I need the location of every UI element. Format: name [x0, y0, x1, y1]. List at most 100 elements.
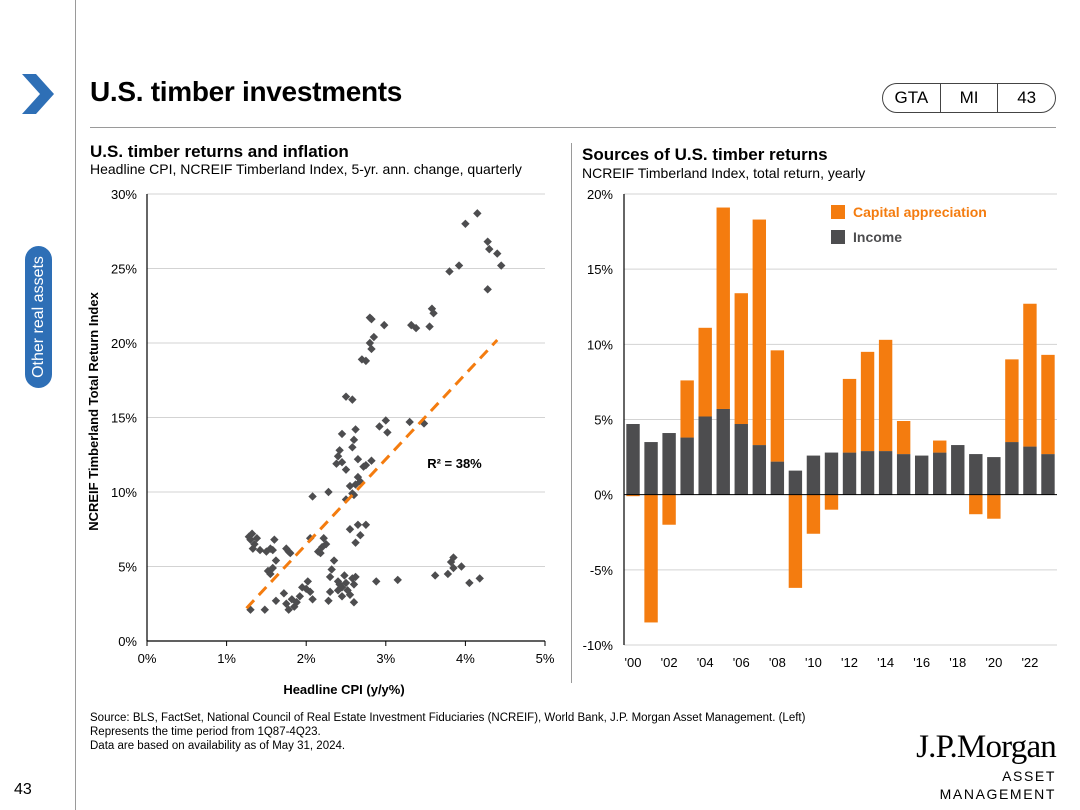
- scatter-point: [268, 563, 277, 573]
- capital-appreciation-bar: [896, 421, 911, 455]
- scatter-point: [270, 535, 279, 544]
- y-tick-label: 5%: [118, 560, 137, 575]
- scatter-point: [356, 531, 365, 540]
- scatter-point: [305, 587, 315, 597]
- scatter-point: [425, 322, 434, 331]
- capital-appreciation-bar: [933, 440, 947, 453]
- scatter-point: [255, 545, 265, 555]
- capital-appreciation-bar: [788, 494, 803, 588]
- y-tick-label: 15%: [587, 262, 613, 277]
- scatter-point: [316, 548, 325, 558]
- y-tick-label: -5%: [590, 563, 614, 578]
- y-tick-label: 0%: [118, 634, 137, 649]
- x-tick-label: 5%: [536, 651, 555, 666]
- capital-appreciation-bar: [987, 494, 1001, 519]
- scatter-point: [365, 338, 375, 348]
- legend-swatch: [831, 230, 845, 244]
- scatter-point: [333, 452, 343, 461]
- scatter-point: [321, 539, 331, 549]
- income-bar: [752, 445, 767, 495]
- scatter-point: [393, 575, 402, 585]
- scatter-point: [445, 267, 454, 276]
- source-line: Data are based on availability as of May…: [90, 740, 346, 752]
- left-margin-divider: [75, 0, 76, 810]
- x-tick-label: 1%: [217, 651, 236, 666]
- capital-appreciation-bar: [860, 351, 875, 452]
- scatter-point: [244, 532, 254, 541]
- scatter-point: [349, 580, 359, 589]
- scatter-point: [248, 544, 258, 553]
- scatter-point: [286, 548, 295, 558]
- scatter-point: [308, 595, 317, 604]
- nav-gta-button[interactable]: GTA: [894, 88, 929, 107]
- scatter-point: [284, 605, 293, 614]
- scatter-point: [325, 587, 335, 597]
- capital-appreciation-bar: [878, 339, 893, 452]
- scatter-point: [367, 344, 376, 354]
- scatter-point: [345, 525, 355, 534]
- income-bar: [806, 455, 821, 495]
- scatter-point: [348, 574, 357, 583]
- scatter-point: [351, 572, 360, 582]
- income-bar: [896, 454, 911, 495]
- scatter-point: [341, 392, 351, 401]
- capital-appreciation-bar: [644, 494, 658, 623]
- scatter-point: [324, 487, 333, 497]
- x-tick-label: 0%: [138, 651, 157, 666]
- scatter-point: [485, 244, 494, 254]
- scatter-point: [308, 492, 317, 501]
- y-tick-label: 20%: [587, 187, 613, 202]
- nav-page-button[interactable]: 43: [997, 84, 1055, 112]
- scatter-point: [449, 553, 458, 562]
- scatter-point: [260, 605, 270, 614]
- scatter-point: [341, 578, 351, 588]
- scatter-point: [497, 261, 506, 270]
- x-tick-label: '16: [913, 655, 930, 670]
- capital-appreciation-bar: [716, 207, 730, 409]
- scatter-point: [454, 261, 464, 270]
- chart-divider: [571, 143, 572, 683]
- scatter-point: [473, 209, 482, 218]
- x-tick-label: '06: [733, 655, 750, 670]
- scatter-point: [271, 596, 281, 605]
- capital-appreciation-bar: [734, 293, 748, 425]
- scatter-point: [319, 533, 328, 543]
- nav-mi-button[interactable]: MI: [939, 84, 998, 112]
- scatter-point: [333, 586, 343, 595]
- income-bar: [1005, 442, 1019, 495]
- x-tick-label: 3%: [376, 651, 395, 666]
- scatter-point: [349, 598, 359, 607]
- income-bar: [987, 457, 1001, 495]
- scatter-point: [405, 417, 414, 427]
- scatter-point: [329, 556, 339, 565]
- scatter-point: [427, 304, 437, 313]
- income-bar: [969, 454, 983, 495]
- scatter-point: [327, 565, 336, 574]
- scatter-point: [337, 592, 347, 601]
- capital-appreciation-bar: [698, 327, 712, 417]
- section-tab[interactable]: Other real assets: [25, 246, 52, 388]
- y-tick-label: 10%: [111, 485, 137, 500]
- capital-appreciation-bar: [1005, 359, 1019, 443]
- capital-appreciation-bar: [842, 378, 857, 453]
- income-bar: [716, 408, 730, 495]
- scatter-point: [348, 395, 357, 404]
- legend-label: Income: [853, 229, 902, 245]
- legend-swatch: [831, 205, 845, 219]
- capital-appreciation-bar: [662, 494, 676, 525]
- scatter-point: [369, 332, 379, 342]
- y-tick-label: -10%: [583, 638, 614, 653]
- scatter-point: [325, 572, 335, 582]
- y-tick-label: 5%: [594, 413, 613, 428]
- income-bar: [878, 451, 893, 495]
- x-tick-label: 4%: [456, 651, 475, 666]
- scatter-point: [279, 589, 289, 598]
- scatter-point: [457, 562, 466, 571]
- income-bar: [680, 437, 694, 495]
- chevron-right-icon[interactable]: [20, 72, 56, 116]
- scatter-point: [461, 219, 470, 228]
- income-bar: [788, 470, 803, 495]
- y-axis-label: NCREIF Timberland Total Return Index: [86, 291, 101, 530]
- scatter-point: [246, 605, 255, 614]
